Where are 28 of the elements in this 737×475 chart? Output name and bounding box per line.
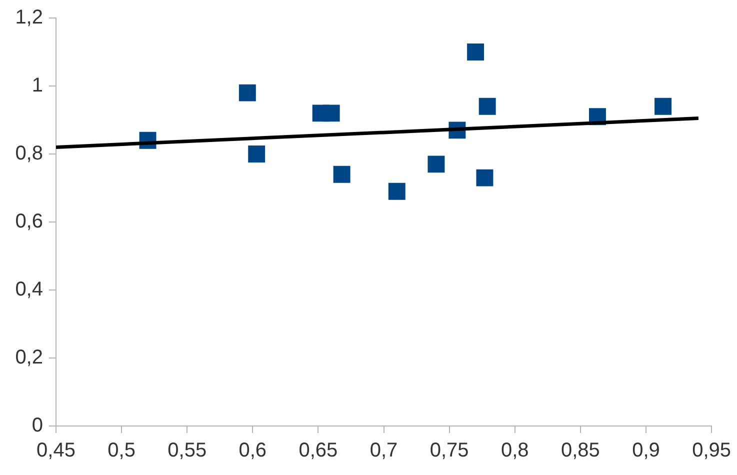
x-tick-label: 0,85: [560, 440, 600, 462]
x-tick-label: 0,7: [370, 440, 398, 462]
x-tick-label: 0,8: [500, 440, 529, 462]
y-tick-label: 1: [32, 74, 43, 97]
y-tick-label: 0,4: [15, 278, 43, 301]
x-tick-label: 0,6: [238, 440, 267, 462]
y-tick-label: 1,2: [15, 6, 43, 29]
y-tick-label: 0,6: [15, 210, 43, 233]
point: [654, 98, 672, 115]
x-tick-label: 0,65: [298, 440, 338, 462]
point: [322, 104, 340, 122]
x-tick-label: 0,5: [108, 440, 136, 462]
point: [467, 44, 484, 60]
x-tick-label: 0,9: [632, 440, 660, 462]
point: [238, 84, 256, 102]
point: [476, 169, 494, 186]
y-tick-label: 0,2: [15, 346, 43, 369]
y-tick-label: 0: [32, 414, 43, 437]
x-tick-label: 0,55: [168, 440, 207, 462]
point: [428, 156, 445, 173]
x-tick-label: 0,45: [36, 440, 76, 462]
point: [248, 146, 266, 162]
y-tick-label: 0,8: [15, 142, 43, 165]
point: [333, 166, 350, 183]
point: [478, 98, 496, 115]
point: [388, 182, 406, 200]
x-tick-label: 0,95: [692, 440, 732, 462]
x-tick-label: 0,75: [430, 440, 469, 462]
